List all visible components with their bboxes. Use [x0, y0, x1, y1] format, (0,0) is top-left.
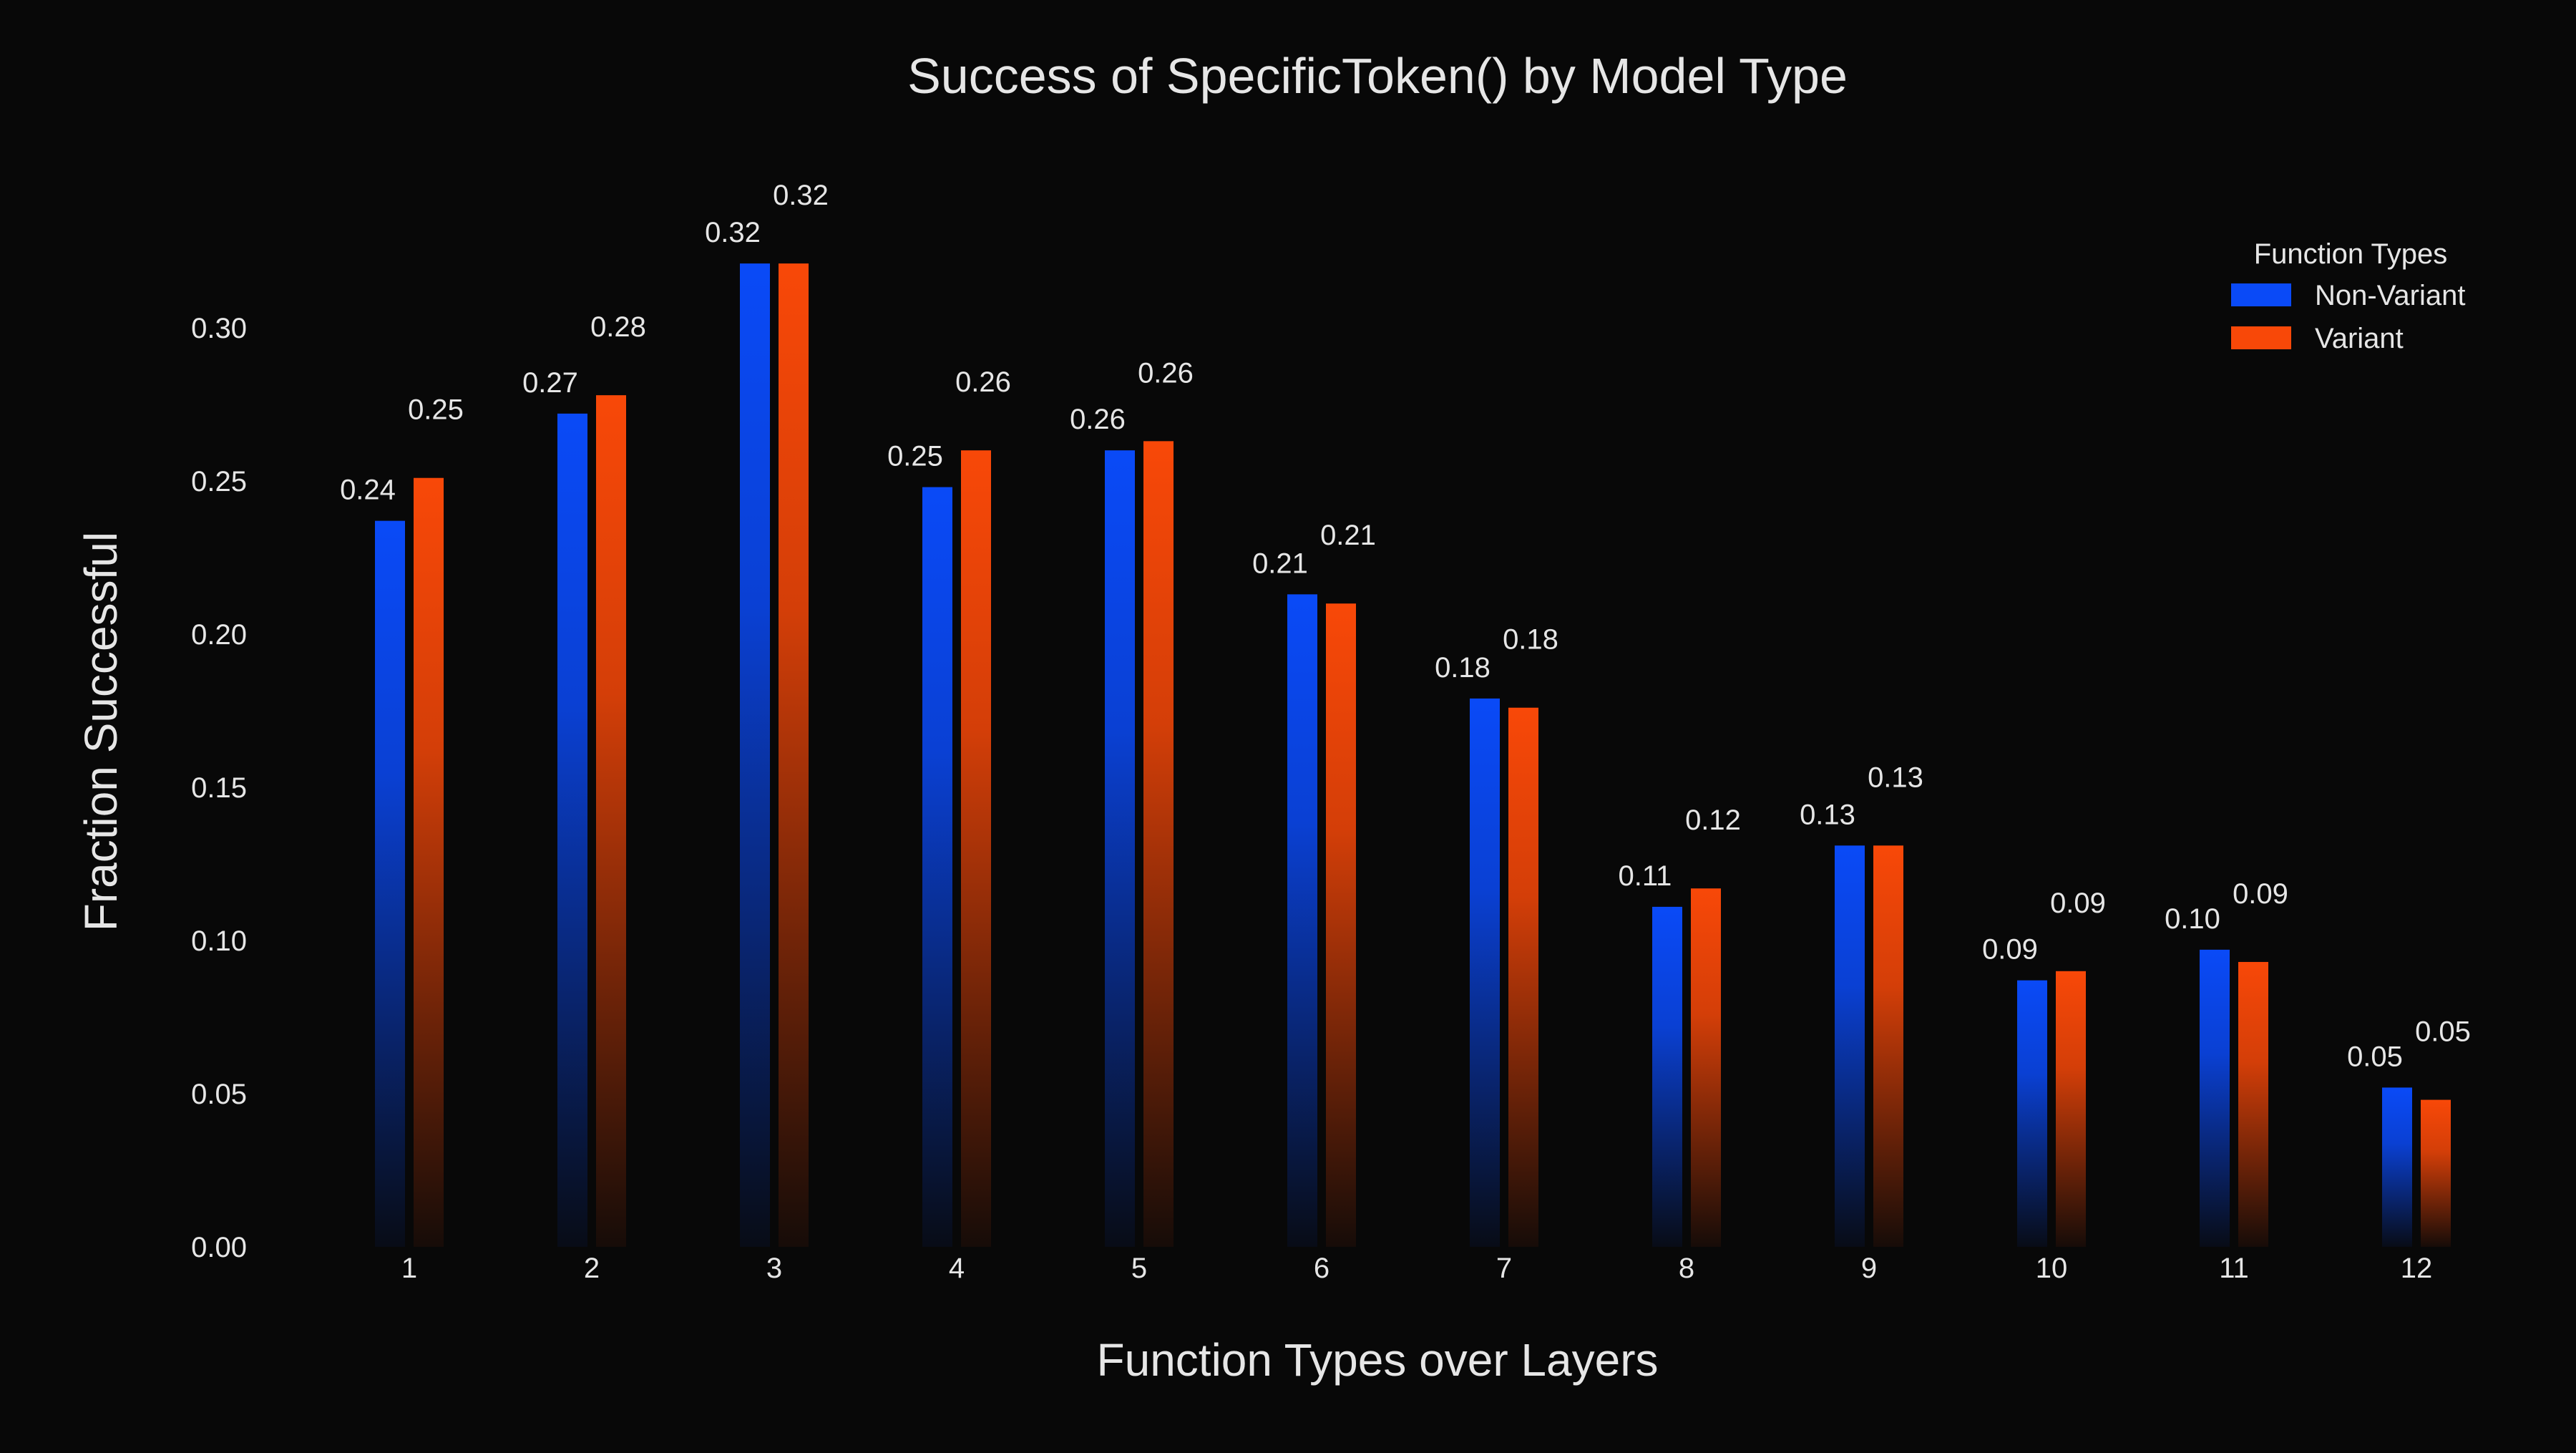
y-tick-label: 0.05: [191, 1079, 247, 1110]
bar-value-label: 0.13: [1868, 762, 1923, 793]
bar-non-variant-6: [1287, 594, 1317, 1247]
bar-value-label: 0.26: [1138, 357, 1194, 389]
bar-variant-2: [596, 395, 626, 1248]
bar-non-variant-7: [1470, 698, 1500, 1247]
legend-label: Variant: [2315, 323, 2404, 354]
bar-value-label: 0.27: [522, 367, 578, 399]
bar-variant-3: [779, 263, 809, 1247]
bar-value-label: 0.10: [2165, 903, 2220, 935]
bar-non-variant-9: [1835, 845, 1865, 1247]
legend-item-non-variant: Non-Variant: [2231, 280, 2465, 311]
bar-non-variant-3: [740, 263, 770, 1247]
x-tick-label: 4: [949, 1253, 965, 1284]
legend-title: Function Types: [2254, 238, 2448, 270]
legend-swatch: [2231, 283, 2291, 306]
chart-title: Success of SpecificToken() by Model Type: [907, 48, 1848, 104]
y-tick-label: 0.10: [191, 925, 247, 957]
bar-value-label: 0.05: [2347, 1041, 2403, 1072]
x-tick-label: 3: [766, 1253, 782, 1284]
x-tick-label: 5: [1131, 1253, 1147, 1284]
bar-variant-12: [2421, 1099, 2451, 1247]
bar-variant-9: [1873, 845, 1903, 1247]
x-tick-label: 1: [401, 1253, 417, 1284]
bar-non-variant-10: [2017, 980, 2047, 1247]
bar-value-label: 0.09: [2050, 888, 2106, 919]
bar-non-variant-5: [1105, 450, 1135, 1248]
y-axis-label: Fraction Successful: [75, 532, 127, 931]
x-tick-label: 10: [2036, 1253, 2068, 1284]
bar-value-label: 0.13: [1800, 799, 1855, 830]
bar-value-label: 0.25: [887, 441, 943, 472]
legend-label: Non-Variant: [2315, 280, 2465, 311]
bar-non-variant-11: [2200, 949, 2230, 1247]
bar-variant-8: [1691, 888, 1721, 1247]
bar-value-label: 0.26: [955, 366, 1011, 398]
bar-value-label: 0.32: [773, 180, 829, 211]
bar-value-label: 0.25: [408, 394, 464, 426]
x-tick-label: 7: [1496, 1253, 1512, 1284]
bar-non-variant-12: [2382, 1087, 2412, 1247]
bar-value-label: 0.32: [705, 217, 761, 248]
x-tick-label: 2: [584, 1253, 600, 1284]
bar-value-label: 0.09: [2233, 878, 2288, 910]
bar-value-label: 0.09: [1982, 934, 2038, 966]
x-axis-label: Function Types over Layers: [1097, 1334, 1659, 1386]
bar-variant-7: [1508, 707, 1538, 1247]
bar-value-label: 0.11: [1619, 860, 1672, 892]
bar-non-variant-1: [375, 520, 405, 1247]
x-tick-label: 6: [1314, 1253, 1330, 1284]
bar-value-label: 0.21: [1320, 520, 1376, 551]
bar-value-label: 0.21: [1252, 548, 1308, 579]
bar-variant-1: [414, 477, 444, 1247]
bar-non-variant-8: [1652, 906, 1682, 1247]
bar-value-label: 0.05: [2415, 1016, 2471, 1048]
bar-labels: 0.24 0.25 0.27 0.28 0.32 0.32 0.25 0.26 0.26 0.26…: [340, 180, 2471, 1072]
bar-variant-10: [2056, 971, 2086, 1247]
bar-variant-5: [1143, 441, 1174, 1247]
x-tick-label: 11: [2219, 1253, 2249, 1284]
bar-variant-4: [961, 450, 991, 1248]
bar-value-label: 0.26: [1070, 404, 1126, 435]
bars: [375, 263, 2451, 1248]
bar-variant-11: [2238, 961, 2268, 1247]
legend-swatch: [2231, 326, 2291, 349]
bar-non-variant-4: [922, 487, 952, 1247]
bar-value-label: 0.24: [340, 475, 396, 506]
bar-value-label: 0.12: [1685, 805, 1741, 836]
y-tick-label: 0.00: [191, 1232, 247, 1263]
y-tick-label: 0.20: [191, 619, 247, 651]
y-tick-label: 0.15: [191, 772, 247, 804]
x-axis: 1 2 3 4 5 6 7 8 9 10 11 12: [401, 1253, 2432, 1284]
y-tick-label: 0.25: [191, 466, 247, 497]
bar-value-label: 0.28: [590, 311, 646, 343]
y-axis: 0.00 0.05 0.10 0.15 0.20 0.25 0.30: [191, 313, 247, 1263]
legend-item-variant: Variant: [2231, 323, 2404, 354]
bar-variant-6: [1326, 603, 1356, 1247]
legend: Function Types Non-Variant Variant: [2231, 238, 2465, 354]
y-tick-label: 0.30: [191, 313, 247, 344]
x-tick-label: 8: [1679, 1253, 1694, 1284]
bar-value-label: 0.18: [1503, 624, 1558, 656]
legend-items: Non-Variant Variant: [2231, 280, 2465, 354]
bar-non-variant-2: [557, 413, 587, 1247]
x-tick-label: 9: [1861, 1253, 1877, 1284]
bar-value-label: 0.18: [1435, 652, 1491, 684]
x-tick-label: 12: [2401, 1253, 2433, 1284]
